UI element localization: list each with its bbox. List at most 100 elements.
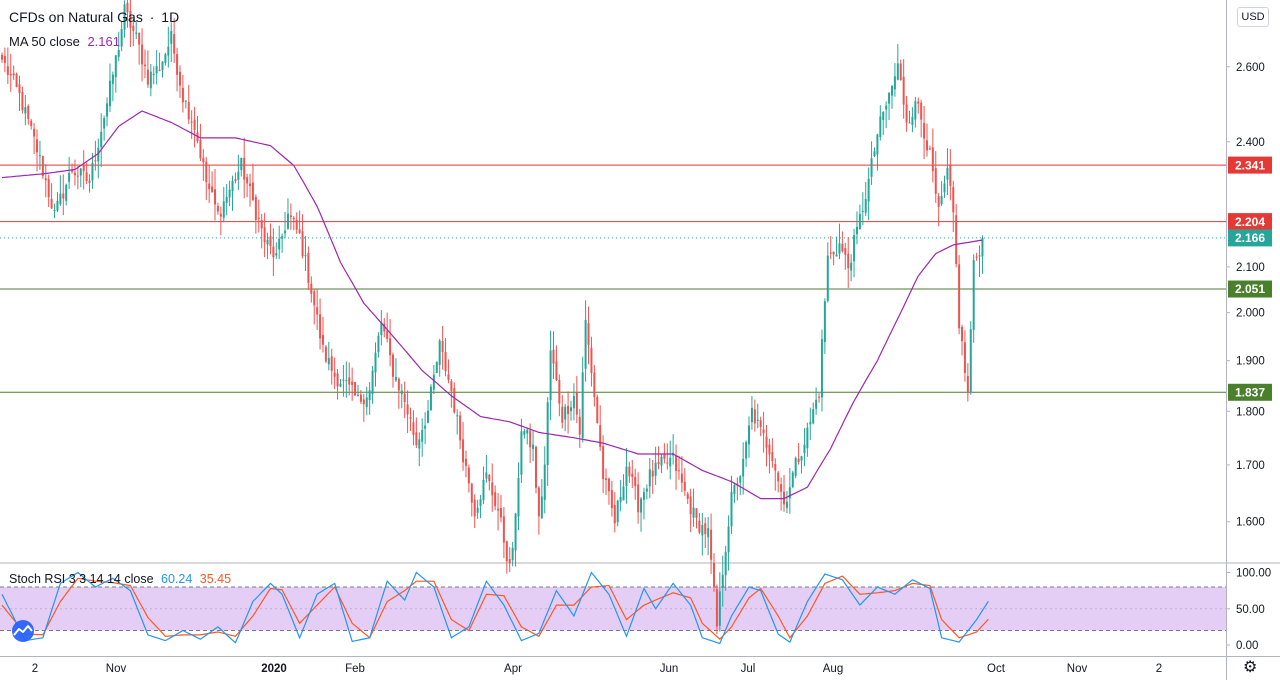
candle: [97, 138, 100, 179]
level-tag-resistance: 2.341: [1228, 156, 1272, 174]
candle: [123, 0, 126, 38]
candle: [835, 236, 838, 257]
candle: [491, 463, 494, 512]
candle: [132, 19, 135, 47]
candle: [920, 99, 923, 138]
current-price-text: 2.166: [1235, 231, 1265, 245]
level-tag-support: 2.051: [1228, 280, 1272, 298]
candle: [794, 456, 797, 479]
candle: [540, 479, 543, 519]
candle: [879, 105, 882, 141]
ma-legend: MA 50 close 2.161: [9, 34, 120, 49]
currency-badge[interactable]: USD: [1237, 7, 1269, 27]
candle: [82, 150, 85, 190]
candle: [628, 461, 631, 483]
candle: [275, 242, 278, 259]
price-tick-label: 1.900: [1236, 356, 1265, 368]
candle: [359, 389, 362, 404]
candle: [972, 254, 975, 343]
price-tags: 2.341 2.204 2.051 1.837 2.166: [1228, 156, 1272, 401]
candle: [427, 399, 430, 424]
candle: [432, 365, 435, 395]
candle: [497, 493, 500, 531]
candle: [336, 368, 339, 400]
candle: [365, 386, 368, 416]
candle: [108, 63, 111, 112]
settings-gear-icon[interactable]: ⚙: [1243, 659, 1258, 676]
candle: [187, 84, 190, 125]
candle: [319, 298, 322, 350]
candle: [826, 242, 829, 303]
candle: [389, 319, 392, 367]
candle: [88, 174, 91, 193]
candle: [459, 411, 462, 450]
candle: [135, 20, 138, 40]
price-tick-label: 2.100: [1236, 262, 1265, 274]
candle: [429, 384, 432, 411]
candle: [899, 59, 902, 81]
candle: [797, 442, 800, 465]
candle: [975, 252, 978, 261]
candle: [529, 423, 532, 463]
candle: [564, 403, 567, 432]
stoch-k-value: 60.24: [161, 572, 193, 586]
stoch-lines: [1, 571, 989, 645]
candle: [823, 298, 826, 354]
candle: [616, 499, 619, 527]
candle: [479, 495, 482, 519]
candle: [415, 417, 418, 448]
candle: [844, 242, 847, 270]
candle: [321, 316, 324, 353]
candle: [818, 392, 821, 403]
candle: [660, 454, 663, 474]
candle: [602, 435, 605, 494]
stoch-d-value: 35.45: [199, 572, 232, 586]
candle: [940, 181, 943, 206]
candle: [677, 455, 680, 480]
level-tag-text: 2.341: [1235, 158, 1265, 172]
candle: [546, 397, 549, 486]
candle: [281, 233, 284, 253]
candle: [284, 211, 287, 239]
candle: [65, 183, 68, 206]
candle: [222, 186, 225, 223]
candle: [841, 231, 844, 253]
candle: [462, 422, 465, 471]
candle: [672, 434, 675, 465]
candle: [505, 540, 508, 574]
candle: [675, 444, 678, 490]
candle: [33, 123, 36, 155]
candle: [861, 192, 864, 226]
candle: [190, 110, 193, 139]
time-tick-label: 2020: [261, 663, 287, 675]
candle: [695, 508, 698, 529]
candle: [482, 466, 485, 505]
stoch-legend: Stoch RSI 3 3 14 14 close 60.24 35.45: [9, 572, 231, 586]
candle: [494, 485, 497, 511]
candle: [202, 149, 205, 181]
candle: [485, 454, 488, 483]
candle: [619, 479, 622, 512]
candle: [888, 92, 891, 121]
candle: [152, 66, 155, 85]
candle: [622, 474, 625, 501]
candle: [211, 171, 214, 193]
title-separator: ·: [149, 9, 155, 25]
stoch-tick-label: 0.00: [1236, 640, 1258, 652]
candle: [517, 462, 520, 531]
candle: [345, 361, 348, 398]
candle: [260, 213, 263, 249]
candle: [91, 152, 94, 189]
ma-label: MA 50 close: [9, 34, 80, 49]
candle: [745, 440, 748, 467]
candle: [838, 223, 841, 260]
candle: [257, 199, 260, 233]
candle: [710, 513, 713, 574]
candle: [511, 542, 514, 567]
tradingview-logo-icon[interactable]: [8, 619, 38, 643]
candle: [651, 459, 654, 494]
candle: [607, 477, 610, 505]
